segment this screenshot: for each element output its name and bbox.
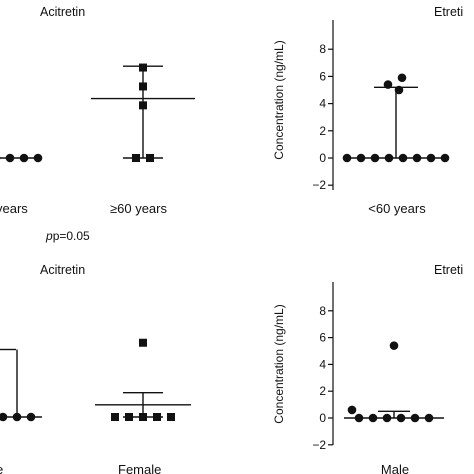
y-tick-label: −2	[312, 178, 326, 192]
panel-title: Etreti	[434, 5, 463, 19]
panel-title: Acitretin	[40, 5, 85, 19]
data-point-circle	[12, 412, 22, 422]
category-label-0: years	[0, 201, 28, 216]
data-point-circle	[26, 412, 36, 422]
panel-bottom-right: Etreti Concentration (ng/mL) Male −2 0 2 4 6…	[272, 263, 463, 474]
y-tick-label: 4	[319, 357, 326, 371]
data-point-circle	[424, 413, 434, 423]
y-tick-label: 6	[319, 331, 326, 345]
data-point-square	[146, 154, 154, 162]
y-tick-label: −2	[312, 438, 326, 452]
data-point-circle	[356, 153, 366, 163]
data-point-circle	[33, 153, 43, 163]
data-point-square	[139, 101, 147, 110]
y-tick-label: 0	[319, 411, 326, 425]
category-label-0: <60 years	[368, 201, 426, 216]
data-point-circle	[354, 413, 364, 423]
y-axis-label: Concentration (ng/mL)	[272, 304, 286, 423]
category-label-0: e	[0, 462, 3, 474]
category-label-1: ≥60 years	[110, 201, 167, 216]
y-tick-label: 4	[319, 97, 326, 111]
data-point-circle	[383, 80, 393, 89]
plot-area	[0, 338, 191, 422]
panel-title: Etreti	[434, 263, 463, 277]
data-point-square	[167, 413, 175, 421]
data-point-circle	[382, 413, 392, 423]
data-point-circle	[396, 413, 406, 423]
data-point-square	[139, 63, 147, 72]
data-point-circle	[412, 153, 422, 163]
plot-area: −2 0 2 4 6 8	[312, 282, 444, 452]
data-point-circle	[342, 153, 352, 163]
data-point-circle	[368, 413, 378, 423]
data-point-circle	[397, 73, 407, 83]
y-tick-label: 8	[319, 304, 326, 318]
panel-title: Acitretin	[40, 263, 85, 277]
data-point-circle	[394, 85, 404, 95]
data-point-circle	[0, 412, 8, 422]
y-tick-label: 8	[319, 42, 326, 56]
p-value-annotation: pp=0.05	[45, 229, 90, 243]
category-label-1: Female	[118, 462, 161, 474]
panel-top-left: Acitretin years ≥60 years pp=0.05	[0, 5, 195, 243]
y-tick-label: 6	[319, 69, 326, 83]
data-point-square	[125, 413, 133, 421]
data-point-square	[139, 82, 147, 91]
data-point-circle	[370, 153, 380, 163]
panel-bottom-left: Acitretin e Female	[0, 263, 191, 474]
data-point-square	[111, 413, 119, 421]
y-tick-label: 2	[319, 124, 326, 138]
data-point-circle	[410, 413, 420, 423]
data-point-circle	[440, 153, 450, 163]
category-label-0: Male	[381, 462, 409, 474]
panel-top-right: Etreti Concentration (ng/mL) <60 years −…	[272, 5, 463, 216]
data-point-square	[153, 413, 161, 421]
data-point-square	[132, 154, 140, 162]
plot-area	[0, 63, 195, 163]
data-point-circle	[5, 153, 15, 163]
data-point-circle	[19, 153, 29, 163]
data-point-circle	[347, 405, 357, 415]
data-point-square	[139, 338, 147, 347]
y-tick-label: 2	[319, 384, 326, 398]
data-point-square	[139, 413, 147, 421]
y-tick-label: 0	[319, 151, 326, 165]
data-point-circle	[389, 341, 399, 350]
plot-area: −2 0 2 4 6 8	[312, 20, 450, 192]
y-axis-label: Concentration (ng/mL)	[272, 40, 286, 159]
data-point-circle	[426, 153, 436, 163]
data-point-circle	[398, 153, 408, 163]
data-point-circle	[384, 153, 394, 163]
